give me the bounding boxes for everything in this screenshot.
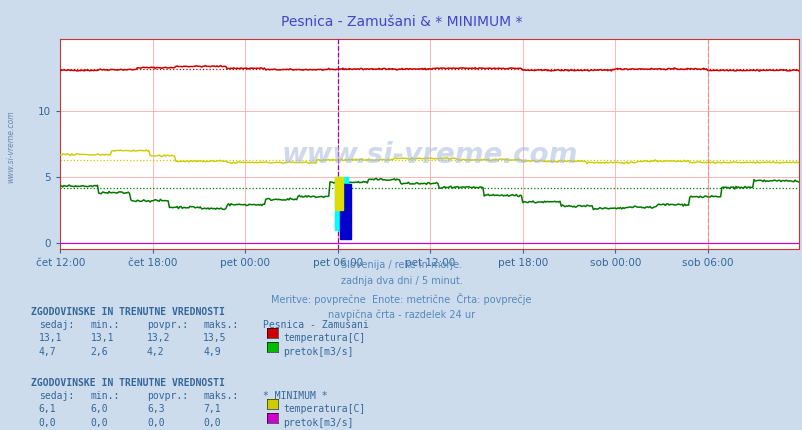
Text: povpr.:: povpr.: — [147, 391, 188, 401]
Text: ZGODOVINSKE IN TRENUTNE VREDNOSTI: ZGODOVINSKE IN TRENUTNE VREDNOSTI — [30, 378, 224, 388]
Text: maks.:: maks.: — [203, 391, 238, 401]
Text: 6,0: 6,0 — [91, 404, 108, 414]
Text: 4,7: 4,7 — [38, 347, 56, 357]
Text: 0,0: 0,0 — [38, 418, 56, 428]
Text: ZGODOVINSKE IN TRENUTNE VREDNOSTI: ZGODOVINSKE IN TRENUTNE VREDNOSTI — [30, 307, 224, 317]
Text: www.si-vreme.com: www.si-vreme.com — [281, 141, 577, 169]
Text: 4,2: 4,2 — [147, 347, 164, 357]
Text: 2,6: 2,6 — [91, 347, 108, 357]
Text: 6,3: 6,3 — [147, 404, 164, 414]
Text: pretok[m3/s]: pretok[m3/s] — [283, 418, 354, 428]
Text: temperatura[C]: temperatura[C] — [283, 333, 365, 343]
Text: 13,2: 13,2 — [147, 333, 170, 343]
Text: min.:: min.: — [91, 391, 120, 401]
Text: povpr.:: povpr.: — [147, 320, 188, 330]
Text: sedaj:: sedaj: — [38, 391, 74, 401]
Text: maks.:: maks.: — [203, 320, 238, 330]
Text: 0,0: 0,0 — [147, 418, 164, 428]
Text: sedaj:: sedaj: — [38, 320, 74, 330]
Text: temperatura[C]: temperatura[C] — [283, 404, 365, 414]
Text: Pesnica - Zamušani & * MINIMUM *: Pesnica - Zamušani & * MINIMUM * — [281, 15, 521, 29]
Bar — [340, 184, 350, 239]
Text: Meritve: povprečne  Enote: metrične  Črta: povprečje: Meritve: povprečne Enote: metrične Črta:… — [271, 293, 531, 305]
Bar — [334, 177, 347, 230]
Text: 4,9: 4,9 — [203, 347, 221, 357]
Bar — [334, 177, 342, 210]
Text: www.si-vreme.com: www.si-vreme.com — [6, 110, 15, 182]
Text: * MINIMUM *: * MINIMUM * — [263, 391, 327, 401]
Text: 13,5: 13,5 — [203, 333, 226, 343]
Text: 6,1: 6,1 — [38, 404, 56, 414]
Text: min.:: min.: — [91, 320, 120, 330]
Text: 7,1: 7,1 — [203, 404, 221, 414]
Text: 13,1: 13,1 — [91, 333, 114, 343]
Text: zadnja dva dni / 5 minut.: zadnja dva dni / 5 minut. — [340, 276, 462, 286]
Text: navpična črta - razdelek 24 ur: navpična črta - razdelek 24 ur — [327, 309, 475, 319]
Text: 13,1: 13,1 — [38, 333, 62, 343]
Text: Pesnica - Zamušani: Pesnica - Zamušani — [263, 320, 369, 330]
Text: 0,0: 0,0 — [91, 418, 108, 428]
Text: 0,0: 0,0 — [203, 418, 221, 428]
Text: Slovenija / reke in morje.: Slovenija / reke in morje. — [341, 260, 461, 270]
Text: pretok[m3/s]: pretok[m3/s] — [283, 347, 354, 357]
